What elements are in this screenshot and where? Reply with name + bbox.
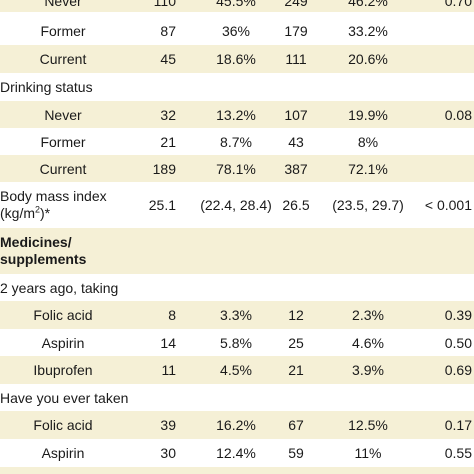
cell-value: 8.7% <box>220 133 252 150</box>
cell-value: 110 <box>153 0 176 9</box>
cell-value: 387 <box>284 160 308 177</box>
table-row: Never 110 45.5% 249 46.2% 0.70 <box>0 0 474 12</box>
cell-value: 87 <box>160 23 176 39</box>
table-row: Folic acid 39 16.2% 67 12.5% 0.17 <box>0 411 474 439</box>
cell-value: 16.2% <box>216 417 256 433</box>
table-row: Never 32 13.2% 107 19.9% 0.08 <box>0 101 474 128</box>
row-label: Former <box>40 133 86 150</box>
cell-value: 30 <box>160 445 176 461</box>
cell-value: 0.50 <box>444 334 472 351</box>
row-label: Folic acid <box>33 307 93 323</box>
cell-value: 0.08 <box>444 106 472 123</box>
cell-value: 8% <box>357 133 379 150</box>
section-row: Drinking status <box>0 73 474 101</box>
cell-value: 189 <box>152 160 176 177</box>
cell-value: 249 <box>284 0 308 9</box>
table-row: Body mass index (kg/m2)* 25.1 (22.4, 28.… <box>0 182 474 228</box>
cell-value: 25.1 <box>148 197 176 213</box>
section-row: 2 years ago, taking <box>0 274 474 301</box>
table-row: Folic acid 8 3.3% 12 2.3% 0.39 <box>0 301 474 329</box>
table-row: Current 189 78.1% 387 72.1% <box>0 155 474 182</box>
cell-value: 26.5 <box>282 197 310 213</box>
cell-value: 3.3% <box>220 307 252 323</box>
cell-value: 12.5% <box>348 417 388 433</box>
label-line: Medicines/ <box>0 234 72 250</box>
row-label: Aspirin <box>41 445 85 461</box>
label-line: Body mass index <box>0 188 107 204</box>
cell-value: 45 <box>160 51 176 67</box>
cell-value: 46.2% <box>348 0 388 9</box>
cell-value: 0.17 <box>444 417 472 433</box>
cell-value: 111 <box>285 51 307 67</box>
label-text: (kg/m <box>0 205 35 221</box>
cell-value: 0.70 <box>444 0 472 9</box>
cell-value: 19.9% <box>348 106 388 123</box>
cell-value: (22.4, 28.4) <box>200 197 272 213</box>
cell-value: 4.6% <box>352 334 384 351</box>
section-label: Medicines/ supplements <box>0 234 86 268</box>
cell-value: 107 <box>284 106 308 123</box>
cell-value: 36% <box>221 23 251 39</box>
table-row: Current 45 18.6% 111 20.6% <box>0 45 474 73</box>
cell-value: 0.69 <box>444 362 472 378</box>
cell-value: 45.5% <box>216 0 256 9</box>
label-line: supplements <box>0 251 87 267</box>
row-label: Ibuprofen <box>33 362 93 378</box>
cell-value: 59 <box>288 445 304 461</box>
cell-value: 25 <box>288 334 304 351</box>
superscript: 2 <box>35 204 41 215</box>
label-line: (kg/m2)* <box>0 205 107 222</box>
section-row: Have you ever taken <box>0 384 474 411</box>
table-row: Ibuprofen 11 4.5% 21 3.9% 0.69 <box>0 356 474 384</box>
cell-value: 39 <box>160 417 176 433</box>
cell-value: 12.4% <box>216 445 256 461</box>
cell-value: 0.39 <box>444 307 472 323</box>
cell-value: 11 <box>161 362 176 378</box>
section-label: Have you ever taken <box>0 389 129 406</box>
cell-value: 21 <box>288 362 304 378</box>
cell-value: < 0.001 <box>424 197 472 213</box>
table-row: Former 87 36% 179 33.2% <box>0 17 474 45</box>
cell-value: 3.9% <box>352 362 384 378</box>
cell-value: 13.2% <box>216 106 256 123</box>
label-text: )* <box>40 205 51 221</box>
table-row-partial <box>0 467 474 474</box>
row-label: Current <box>39 160 87 177</box>
cell-value: 2.3% <box>352 307 384 323</box>
cell-value: 18.6% <box>216 51 256 67</box>
cell-value: 43 <box>288 133 304 150</box>
section-row: Medicines/ supplements <box>0 228 474 274</box>
table-row: Former 21 8.7% 43 8% <box>0 128 474 155</box>
row-label: Body mass index (kg/m2)* <box>0 188 107 222</box>
table-row: Aspirin 14 5.8% 25 4.6% 0.50 <box>0 329 474 356</box>
cell-value: 72.1% <box>348 160 388 177</box>
cell-value: 179 <box>284 23 308 39</box>
cell-value: 33.2% <box>348 23 388 39</box>
cell-value: 4.5% <box>220 362 252 378</box>
table-row: Aspirin 30 12.4% 59 11% 0.55 <box>0 439 474 467</box>
row-label: Folic acid <box>33 417 93 433</box>
cell-value: 78.1% <box>216 160 256 177</box>
row-label: Aspirin <box>41 334 85 351</box>
cell-value: 11% <box>354 445 382 461</box>
section-label: Drinking status <box>0 79 93 95</box>
row-label: Never <box>44 106 82 123</box>
cell-value: 32 <box>160 106 176 123</box>
cell-value: 12 <box>288 307 304 323</box>
cell-value: 8 <box>168 307 176 323</box>
cell-value: 67 <box>288 417 304 433</box>
cell-value: 5.8% <box>220 334 252 351</box>
row-label: Former <box>40 23 86 39</box>
cell-value: 21 <box>160 133 176 150</box>
cell-value: 14 <box>160 334 176 351</box>
row-label: Current <box>39 51 87 67</box>
cell-value: 20.6% <box>348 51 388 67</box>
section-label: 2 years ago, taking <box>0 279 119 296</box>
row-label: Never <box>44 0 82 9</box>
cell-value: 0.55 <box>444 445 472 461</box>
cell-value: (23.5, 29.7) <box>332 197 404 213</box>
